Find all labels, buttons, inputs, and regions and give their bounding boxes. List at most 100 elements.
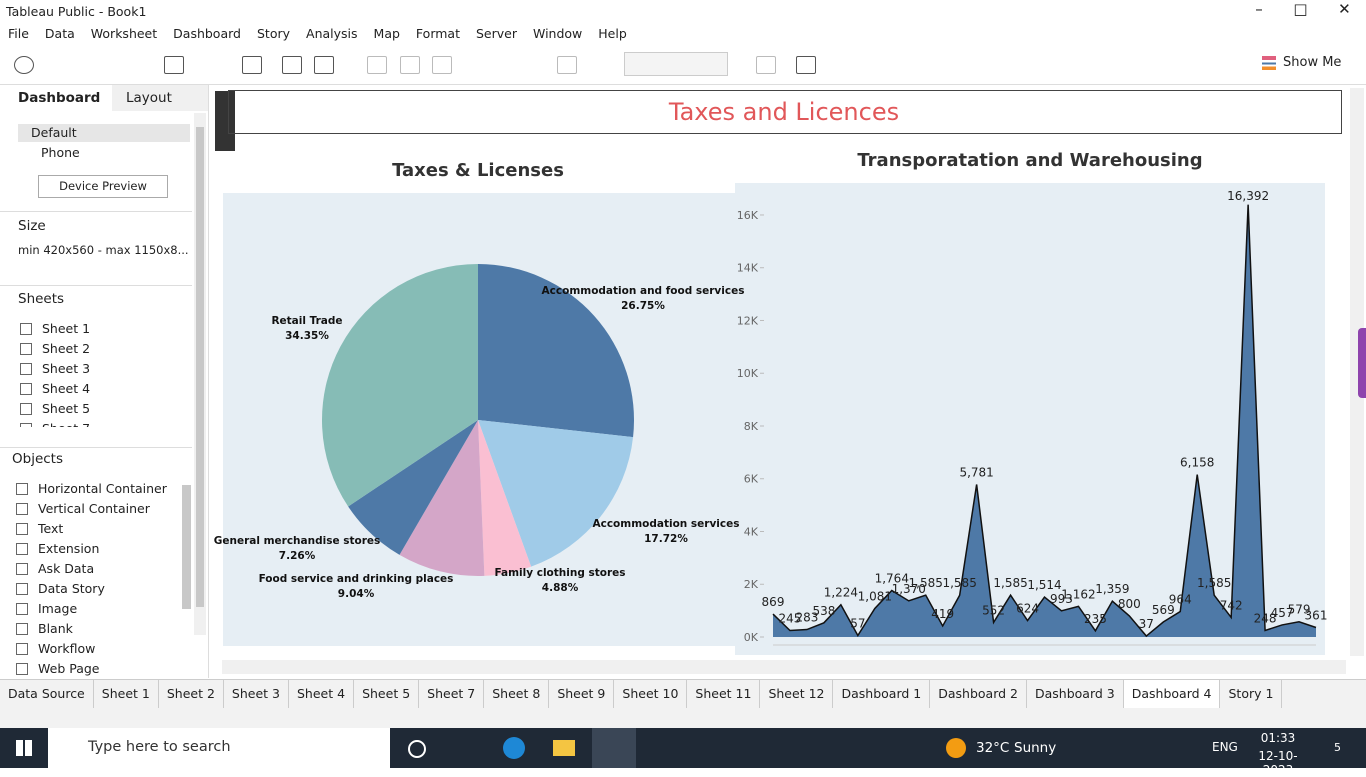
device[interactable]: Phone bbox=[41, 145, 80, 160]
sheet-tab[interactable]: Sheet 5 bbox=[354, 680, 420, 708]
toolbar-icon[interactable] bbox=[14, 56, 34, 74]
object-item-label: Image bbox=[38, 601, 78, 616]
sheet-tab[interactable]: Sheet 9 bbox=[549, 680, 615, 708]
explorer-icon[interactable] bbox=[553, 740, 575, 756]
sheet-tab[interactable]: Dashboard 1 bbox=[833, 680, 931, 708]
object-item[interactable]: Workflow bbox=[16, 639, 180, 659]
sheet-tab[interactable]: Sheet 7 bbox=[419, 680, 485, 708]
menu-item[interactable]: Story bbox=[256, 26, 291, 41]
menu-item[interactable]: Map bbox=[373, 26, 400, 41]
sheet-tab[interactable]: Sheet 8 bbox=[484, 680, 550, 708]
area-fill bbox=[773, 204, 1316, 637]
data-label: 457 bbox=[1271, 606, 1294, 620]
sheet-item[interactable]: Sheet 7 bbox=[20, 419, 190, 427]
object-item[interactable]: Vertical Container bbox=[16, 499, 180, 519]
search-placeholder: Type here to search bbox=[88, 739, 231, 755]
sheet-tab[interactable]: Sheet 12 bbox=[760, 680, 834, 708]
menu-item[interactable]: Server bbox=[475, 26, 517, 41]
container-handle[interactable] bbox=[215, 91, 235, 151]
device-preview-button[interactable]: Device Preview bbox=[38, 175, 168, 198]
sheet-item[interactable]: Sheet 5 bbox=[20, 399, 190, 419]
object-item-label: Text bbox=[38, 521, 64, 536]
sheet-tab[interactable]: Dashboard 4 bbox=[1123, 680, 1221, 708]
menu-item[interactable]: Worksheet bbox=[90, 26, 158, 41]
cortana[interactable] bbox=[408, 740, 426, 758]
area-line bbox=[772, 204, 1317, 638]
toolbar-icon[interactable] bbox=[314, 56, 334, 74]
sheet-item[interactable]: Sheet 4 bbox=[20, 379, 190, 399]
sheet-tab[interactable]: Dashboard 3 bbox=[1027, 680, 1124, 708]
object-item[interactable]: Ask Data bbox=[16, 559, 180, 579]
section-heading: Sheets bbox=[18, 291, 65, 307]
weather-icon bbox=[946, 738, 966, 758]
device[interactable]: Default bbox=[31, 125, 77, 140]
slice-label: Accommodation and food services bbox=[542, 285, 745, 297]
y-tick-label: 0K bbox=[744, 631, 759, 644]
menu-item[interactable]: Window bbox=[532, 26, 583, 41]
menu-item[interactable]: Analysis bbox=[306, 26, 358, 41]
object-item[interactable]: Extension bbox=[16, 539, 180, 559]
sheet-item-label: Sheet 5 bbox=[42, 401, 91, 416]
object-item-label: Data Story bbox=[38, 581, 105, 596]
show-me-icon bbox=[1262, 56, 1276, 70]
data-label: 742 bbox=[1220, 598, 1243, 612]
menu-item[interactable]: File bbox=[8, 26, 29, 41]
object-item[interactable]: Web Page bbox=[16, 659, 180, 679]
show-me[interactable]: Show Me bbox=[1283, 55, 1342, 70]
data-label: 248 bbox=[1254, 611, 1277, 625]
notifications[interactable]: 5 bbox=[1334, 741, 1341, 754]
menu-item[interactable]: Format bbox=[415, 26, 460, 41]
sheet-item-label: Sheet 2 bbox=[42, 341, 91, 356]
scrollbar[interactable] bbox=[1350, 88, 1364, 656]
sheet-tab[interactable]: Sheet 2 bbox=[159, 680, 224, 708]
toolbar-icon[interactable] bbox=[242, 56, 262, 74]
sheet-item[interactable]: Sheet 1 bbox=[20, 319, 190, 339]
sidebar-tab[interactable]: Dashboard bbox=[18, 90, 101, 106]
clock-date[interactable]: 12-10-2023 bbox=[1258, 749, 1298, 777]
start-button[interactable] bbox=[16, 740, 32, 756]
sheet-item[interactable]: Sheet 3 bbox=[20, 359, 190, 379]
data-label: 800 bbox=[1118, 597, 1141, 611]
sheet-tab[interactable]: Data Source bbox=[0, 680, 94, 708]
sheet-tab[interactable]: Sheet 4 bbox=[289, 680, 355, 708]
sheet-tab[interactable]: Story 1 bbox=[1220, 680, 1283, 708]
sheet-tab[interactable]: Dashboard 2 bbox=[930, 680, 1027, 708]
tableau-icon[interactable] bbox=[592, 728, 636, 768]
search-box[interactable]: Type here to search bbox=[48, 728, 390, 768]
title-container bbox=[228, 90, 1342, 134]
toolbar-icon bbox=[432, 56, 452, 74]
object-item[interactable]: Data Story bbox=[16, 579, 180, 599]
menu-item[interactable]: Help bbox=[598, 26, 627, 41]
clock-time[interactable]: 01:33 bbox=[1260, 731, 1296, 745]
toolbar-icon[interactable] bbox=[164, 56, 184, 74]
sheet-item-label: Sheet 7 bbox=[42, 419, 90, 427]
sheet-tab[interactable]: Sheet 1 bbox=[94, 680, 159, 708]
menu-item[interactable]: Data bbox=[44, 26, 75, 41]
data-label: 235 bbox=[1084, 612, 1107, 626]
sheet-tab[interactable]: Sheet 10 bbox=[614, 680, 688, 708]
data-label: 993 bbox=[1050, 592, 1073, 606]
scrollbar[interactable] bbox=[222, 660, 1346, 674]
object-item[interactable]: Blank bbox=[16, 619, 180, 639]
data-label: 37 bbox=[1139, 617, 1154, 631]
menu-item[interactable]: Dashboard bbox=[173, 26, 241, 41]
sheet-item[interactable]: Sheet 2 bbox=[20, 339, 190, 359]
sheet-tab[interactable]: Sheet 3 bbox=[224, 680, 289, 708]
toolbar-icon[interactable] bbox=[282, 56, 302, 74]
object-item[interactable]: Text bbox=[16, 519, 180, 539]
object-item[interactable]: Horizontal Container bbox=[16, 479, 180, 499]
object-item[interactable]: Image bbox=[16, 599, 180, 619]
sheet-item-label: Sheet 4 bbox=[42, 381, 91, 396]
sidebar-tab[interactable]: Layout bbox=[126, 90, 172, 106]
chart-title: Taxes & Licenses bbox=[392, 160, 564, 181]
size-dropdown[interactable]: min 420x560 - max 1150x8... bbox=[18, 243, 189, 257]
language[interactable]: ENG bbox=[1212, 740, 1238, 754]
data-label: 1,585 bbox=[909, 576, 943, 590]
window-controls[interactable]: – □ ✕ bbox=[1255, 0, 1351, 18]
toolbar-icon[interactable] bbox=[796, 56, 816, 74]
edge-icon[interactable] bbox=[503, 737, 525, 759]
pie-slice bbox=[348, 420, 478, 555]
data-label: 1,081 bbox=[858, 589, 892, 603]
sheet-tab[interactable]: Sheet 11 bbox=[687, 680, 761, 708]
dropdown bbox=[624, 52, 728, 76]
